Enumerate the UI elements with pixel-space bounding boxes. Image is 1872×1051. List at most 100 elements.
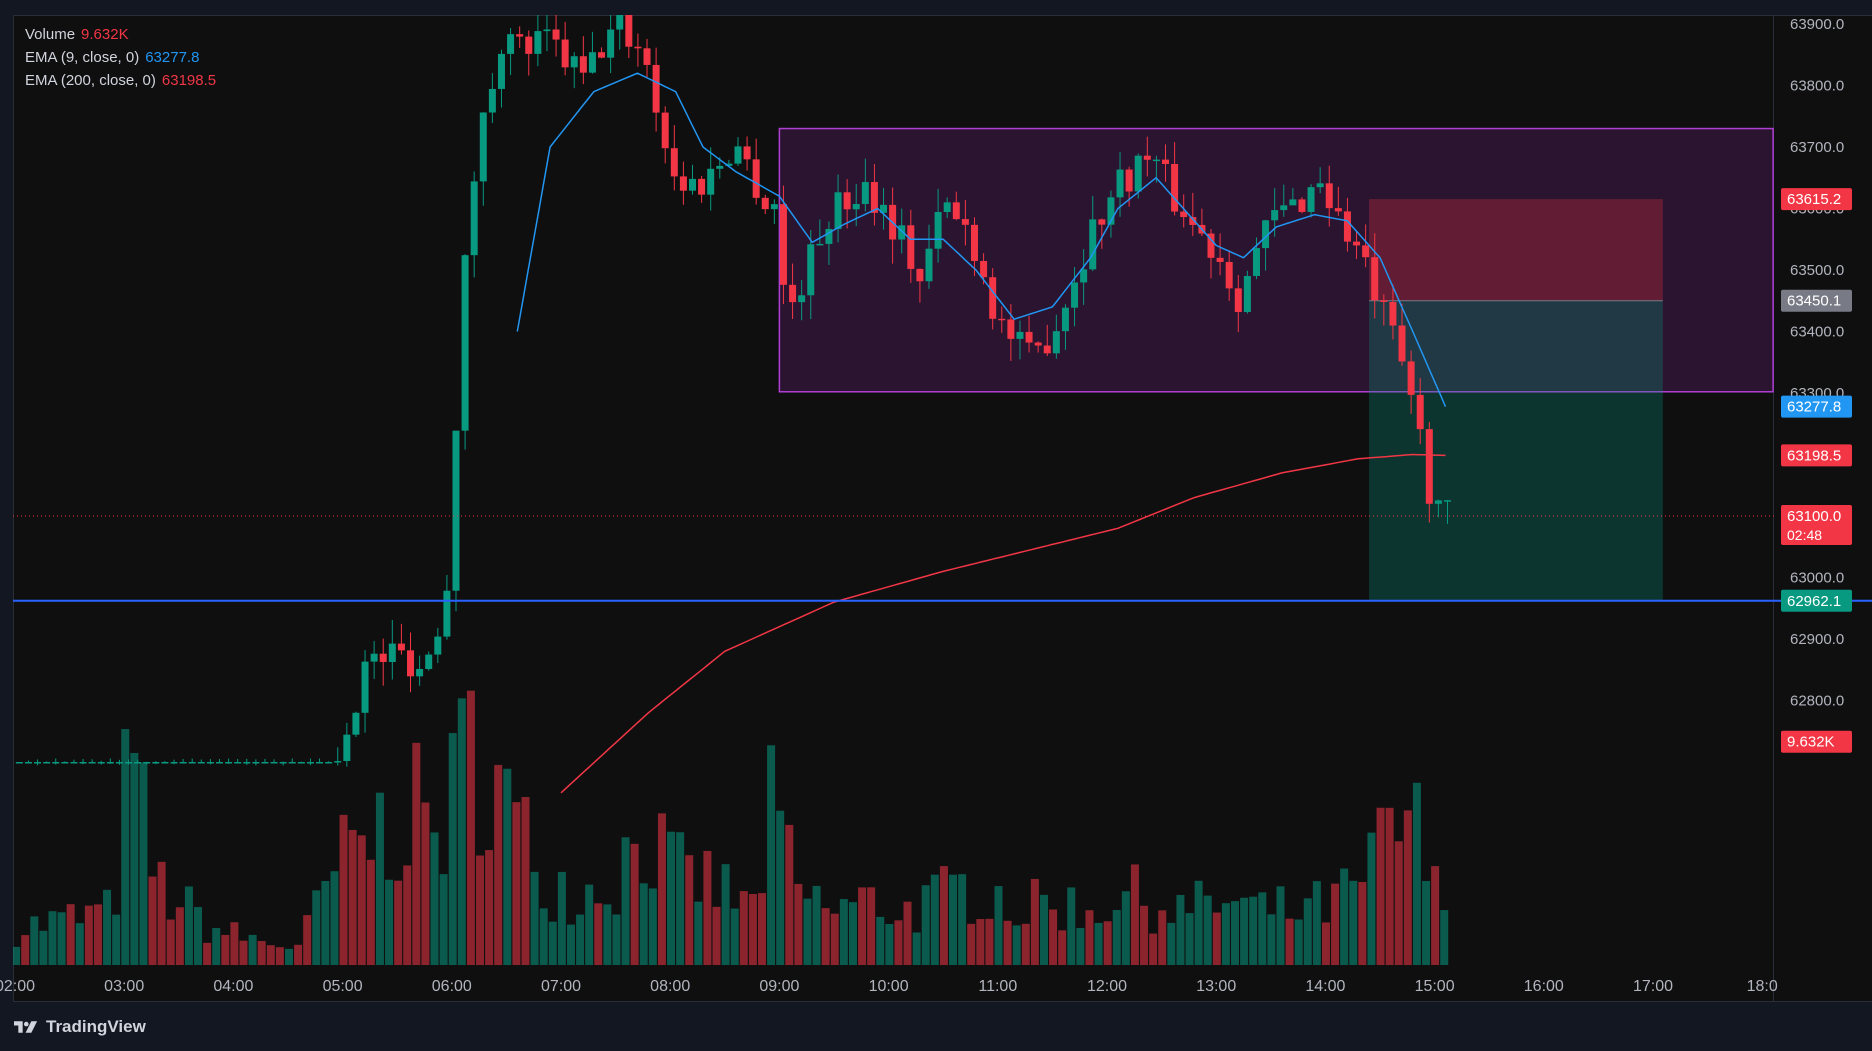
candle-body [343,734,351,762]
candle-body [334,761,342,763]
volume-bar [921,885,930,965]
candle-body [106,762,114,764]
volume-bar [976,919,985,965]
volume-bar [112,914,121,965]
y-tick-label: 63700.0 [1790,139,1844,156]
volume-bar [548,921,557,965]
x-tick-label: 06:00 [432,978,472,995]
volume-bar [57,912,66,965]
price-label-target [1781,589,1852,612]
plot-layer [13,15,1774,965]
candle-body [516,34,524,37]
volume-bar [848,902,857,965]
candle-body [1434,500,1442,504]
volume-bar [466,690,475,965]
volume-bar [1422,880,1431,965]
candle-body [215,762,223,764]
candle-body [61,762,69,764]
candle-body [870,182,878,213]
candle-body [1416,394,1424,430]
volume-bar [303,915,312,965]
volume-bar [685,855,694,965]
candle-body [170,762,178,764]
candle-body [688,178,696,191]
tradingview-brand[interactable]: TradingView [14,1017,146,1037]
candle-body [425,654,433,669]
x-tick-label: 07:00 [541,978,581,995]
volume-bar [148,876,157,965]
candle-body [416,668,424,677]
legend-ema200-label: EMA (200, close, 0) [25,72,156,89]
candle-body [1071,282,1079,308]
candle-body [507,34,515,54]
candle-body [1180,211,1188,218]
candle-body [1443,500,1451,502]
candle-body [843,192,851,210]
candle-body [1089,219,1097,270]
volume-bar [812,885,821,965]
candle-body [980,260,988,278]
volume-bar [430,832,439,965]
plot-area[interactable] [13,15,1774,1002]
candle-body [643,48,651,65]
candle-body [1234,288,1242,313]
candle-body [206,762,214,764]
volume-bar [1294,919,1303,965]
volume-bar [93,904,102,965]
volume-bar [1076,927,1085,965]
candle-body [1334,208,1342,212]
x-tick-label: 10:00 [869,978,909,995]
volume-bar [139,762,148,965]
volume-bar [557,871,566,965]
legend-ema200: EMA (200, close, 0) 63198.5 [25,72,216,90]
candle-body [770,204,778,210]
candle-body [234,762,242,764]
volume-bar [121,729,130,965]
candle-body [1143,155,1151,160]
candle-body [789,284,797,303]
candle-body [907,225,915,269]
candle-body [779,204,787,285]
x-tick-label: 04:00 [213,978,253,995]
position-target-zone [1369,300,1663,601]
volume-bar [803,898,812,965]
price-label-text: 63277.8 [1787,399,1841,416]
volume-bar [357,835,366,965]
candle-body [361,661,369,713]
candle-body [1289,199,1297,206]
candle-body [880,204,888,213]
volume-bar [494,764,503,965]
candle-body [270,762,278,764]
candle-body [115,762,123,764]
x-tick-label: 14:00 [1305,978,1345,995]
volume-bar [739,891,748,965]
volume-bar [1094,922,1103,965]
volume-bar [994,886,1003,965]
candle-body [1380,300,1388,303]
candle-body [552,29,560,40]
candle-body [443,590,451,637]
volume-bar [1267,914,1276,965]
candle-body [1098,219,1106,225]
candle-body [461,255,469,431]
volume-bar [1121,891,1130,965]
volume-bar [912,932,921,965]
candle-body [161,762,169,764]
candle-body [1398,325,1406,362]
candle-body [543,29,551,32]
volume-bar [212,928,221,965]
volume-bar [1349,880,1358,965]
candle-body [125,762,133,764]
volume-bar [776,810,785,965]
volume-bar [612,914,621,965]
candle-body [52,762,60,764]
volume-bar [1276,886,1285,965]
volume-bar [330,871,339,965]
candle-body [397,643,405,651]
volume-bar [1285,918,1294,965]
volume-bar [1258,892,1267,965]
volume-bar [103,889,112,965]
volume-bar [821,908,830,965]
